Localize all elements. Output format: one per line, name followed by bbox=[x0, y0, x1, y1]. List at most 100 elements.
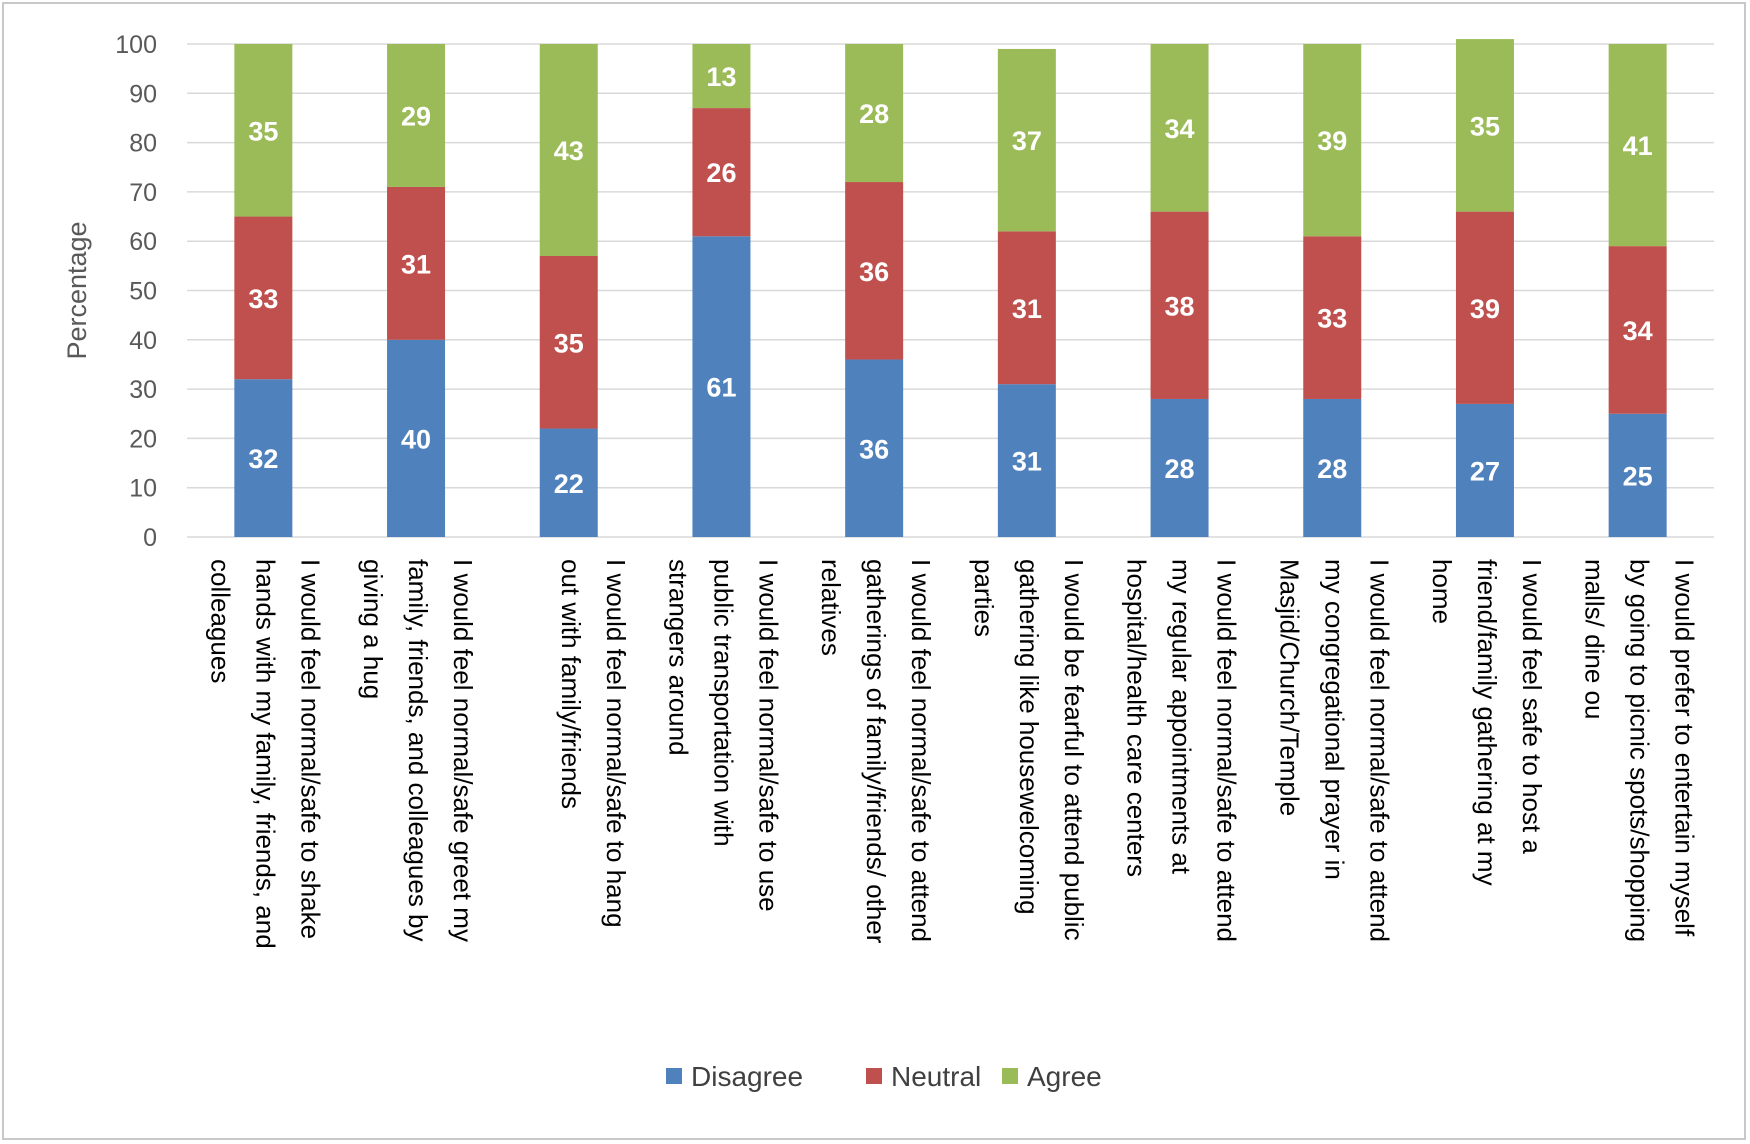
data-label-disagree-3: 22 bbox=[554, 469, 584, 499]
bar-agree-4 bbox=[692, 44, 751, 109]
data-label-disagree-9: 27 bbox=[1470, 456, 1500, 486]
category-label-line: by going to picnic spots/shopping bbox=[1625, 559, 1655, 942]
category-label-9: I would feel safe to host a friend/family… bbox=[1427, 559, 1547, 886]
data-label-disagree-4: 61 bbox=[706, 373, 736, 403]
stacked-bar-chart: 32 33 35 40 31 29 22 35 43 61 26 13 36 36 28 31 31 37 28 38… bbox=[62, 31, 1714, 1092]
category-label-line: Masjid/Church/Temple bbox=[1274, 559, 1304, 816]
category-label-line: home bbox=[1427, 559, 1457, 624]
y-tick-label: 80 bbox=[129, 130, 157, 158]
y-axis-ticks: 0 10 20 30 40 50 60 70 80 90 100 bbox=[115, 31, 157, 552]
category-label-8: I would feel normal/safe to attend my con… bbox=[1274, 559, 1394, 942]
x-axis-category-labels: I would feel normal/safe to shake hands w… bbox=[205, 559, 1699, 949]
category-label-line: giving a hug bbox=[358, 559, 388, 699]
bar-agree-7 bbox=[1150, 44, 1209, 212]
category-label-line: gathering like housewelcoming bbox=[1014, 559, 1044, 915]
bar-neutral-3 bbox=[539, 255, 598, 429]
data-label-agree-4: 13 bbox=[706, 62, 736, 92]
bar-neutral-1 bbox=[234, 216, 293, 380]
bar-disagree-3 bbox=[539, 428, 598, 537]
category-label-line: I would feel normal/safe to attend bbox=[1364, 559, 1394, 942]
bars: 32 33 35 40 31 29 22 35 43 61 26 13 36 36 28 31 31 37 28 38… bbox=[234, 39, 1667, 537]
category-label-line: gatherings of family/friends/ other bbox=[861, 559, 891, 944]
category-label-line: I would feel normal/safe to hang bbox=[601, 559, 631, 928]
data-label-agree-6: 37 bbox=[1012, 126, 1042, 156]
data-label-neutral-5: 36 bbox=[859, 257, 889, 287]
bar-neutral-9 bbox=[1455, 211, 1514, 404]
category-label-7: I would feel normal/safe to attend my reg… bbox=[1122, 559, 1242, 942]
legend-swatch-agree bbox=[1002, 1068, 1018, 1084]
category-label-line: I would feel normal/safe greet my bbox=[448, 559, 478, 942]
bar-disagree-9 bbox=[1455, 403, 1514, 537]
legend-label-disagree: Disagree bbox=[691, 1061, 803, 1092]
category-label-line: I would prefer to entertain myself bbox=[1670, 559, 1700, 937]
data-label-agree-7: 34 bbox=[1165, 114, 1195, 144]
data-label-disagree-6: 31 bbox=[1012, 447, 1042, 477]
bar-neutral-8 bbox=[1303, 236, 1362, 399]
y-tick-label: 30 bbox=[129, 376, 157, 404]
data-label-agree-3: 43 bbox=[554, 136, 584, 166]
bar-neutral-6 bbox=[997, 231, 1056, 385]
category-label-6: I would be fearful to attend public gathe… bbox=[969, 559, 1089, 941]
data-label-neutral-2: 31 bbox=[401, 249, 431, 279]
y-tick-label: 60 bbox=[129, 228, 157, 256]
data-label-disagree-5: 36 bbox=[859, 434, 889, 464]
category-label-3: I would feel normal/safe to hang out with… bbox=[556, 559, 631, 928]
legend-label-neutral: Neutral bbox=[891, 1061, 981, 1092]
category-label-line: I would feel normal/safe to attend bbox=[1212, 559, 1242, 942]
y-tick-label: 10 bbox=[129, 475, 157, 503]
data-label-agree-9: 35 bbox=[1470, 111, 1500, 141]
data-label-disagree-8: 28 bbox=[1317, 454, 1347, 484]
category-label-5: I would feel normal/safe to attend gather… bbox=[816, 559, 936, 944]
category-label-line: parties bbox=[969, 559, 999, 637]
bar-agree-5 bbox=[845, 44, 904, 183]
category-label-2: I would feel normal/safe greet my family,… bbox=[358, 559, 478, 942]
category-label-line: hands with my family, friends, and bbox=[250, 559, 280, 949]
bar-disagree-4 bbox=[692, 236, 751, 537]
category-label-line: my regular appointments at bbox=[1167, 559, 1197, 875]
legend-label-agree: Agree bbox=[1027, 1061, 1102, 1092]
data-label-neutral-10: 34 bbox=[1623, 316, 1653, 346]
data-label-agree-10: 41 bbox=[1623, 131, 1653, 161]
y-tick-label: 20 bbox=[129, 425, 157, 453]
y-tick-label: 70 bbox=[129, 179, 157, 207]
category-label-1: I would feel normal/safe to shake hands w… bbox=[205, 559, 325, 949]
category-label-line: family, friends, and colleagues by bbox=[403, 559, 433, 942]
category-label-line: public transportation with bbox=[708, 559, 738, 847]
category-label-line: malls/ dine ou bbox=[1580, 559, 1610, 719]
data-label-neutral-9: 39 bbox=[1470, 294, 1500, 324]
data-label-agree-1: 35 bbox=[248, 116, 278, 146]
category-label-line: relatives bbox=[816, 559, 846, 656]
bar-neutral-10 bbox=[1608, 246, 1667, 414]
legend-swatch-disagree bbox=[666, 1068, 682, 1084]
bar-disagree-6 bbox=[997, 384, 1056, 537]
category-label-line: I would feel normal/safe to shake bbox=[295, 559, 325, 939]
bar-agree-2 bbox=[387, 44, 446, 187]
category-label-line: out with family/friends bbox=[556, 559, 586, 809]
data-label-disagree-1: 32 bbox=[248, 444, 278, 474]
bar-disagree-10 bbox=[1608, 413, 1667, 537]
bar-disagree-1 bbox=[234, 379, 293, 537]
bar-neutral-4 bbox=[692, 108, 751, 237]
category-label-line: I would feel normal/safe to attend bbox=[906, 559, 936, 942]
y-axis-title: Percentage bbox=[62, 221, 92, 359]
y-tick-label: 0 bbox=[143, 524, 157, 552]
y-tick-label: 50 bbox=[129, 278, 157, 306]
bar-agree-1 bbox=[234, 44, 293, 217]
category-label-line: colleagues bbox=[205, 559, 235, 683]
bar-disagree-5 bbox=[845, 359, 904, 537]
category-label-line: my congregational prayer in bbox=[1319, 559, 1349, 880]
bar-neutral-5 bbox=[845, 182, 904, 360]
bar-agree-3 bbox=[539, 44, 598, 256]
data-label-disagree-2: 40 bbox=[401, 424, 431, 454]
bar-disagree-8 bbox=[1303, 398, 1362, 537]
data-label-neutral-4: 26 bbox=[706, 158, 736, 188]
bar-agree-10 bbox=[1608, 44, 1667, 247]
data-label-agree-2: 29 bbox=[401, 101, 431, 131]
bar-agree-9 bbox=[1455, 39, 1514, 212]
category-label-line: hospital/health care centers bbox=[1122, 559, 1152, 877]
category-label-line: friend/family gathering at my bbox=[1472, 559, 1502, 886]
bar-agree-6 bbox=[997, 48, 1056, 232]
bar-disagree-2 bbox=[387, 339, 446, 537]
data-label-neutral-6: 31 bbox=[1012, 294, 1042, 324]
